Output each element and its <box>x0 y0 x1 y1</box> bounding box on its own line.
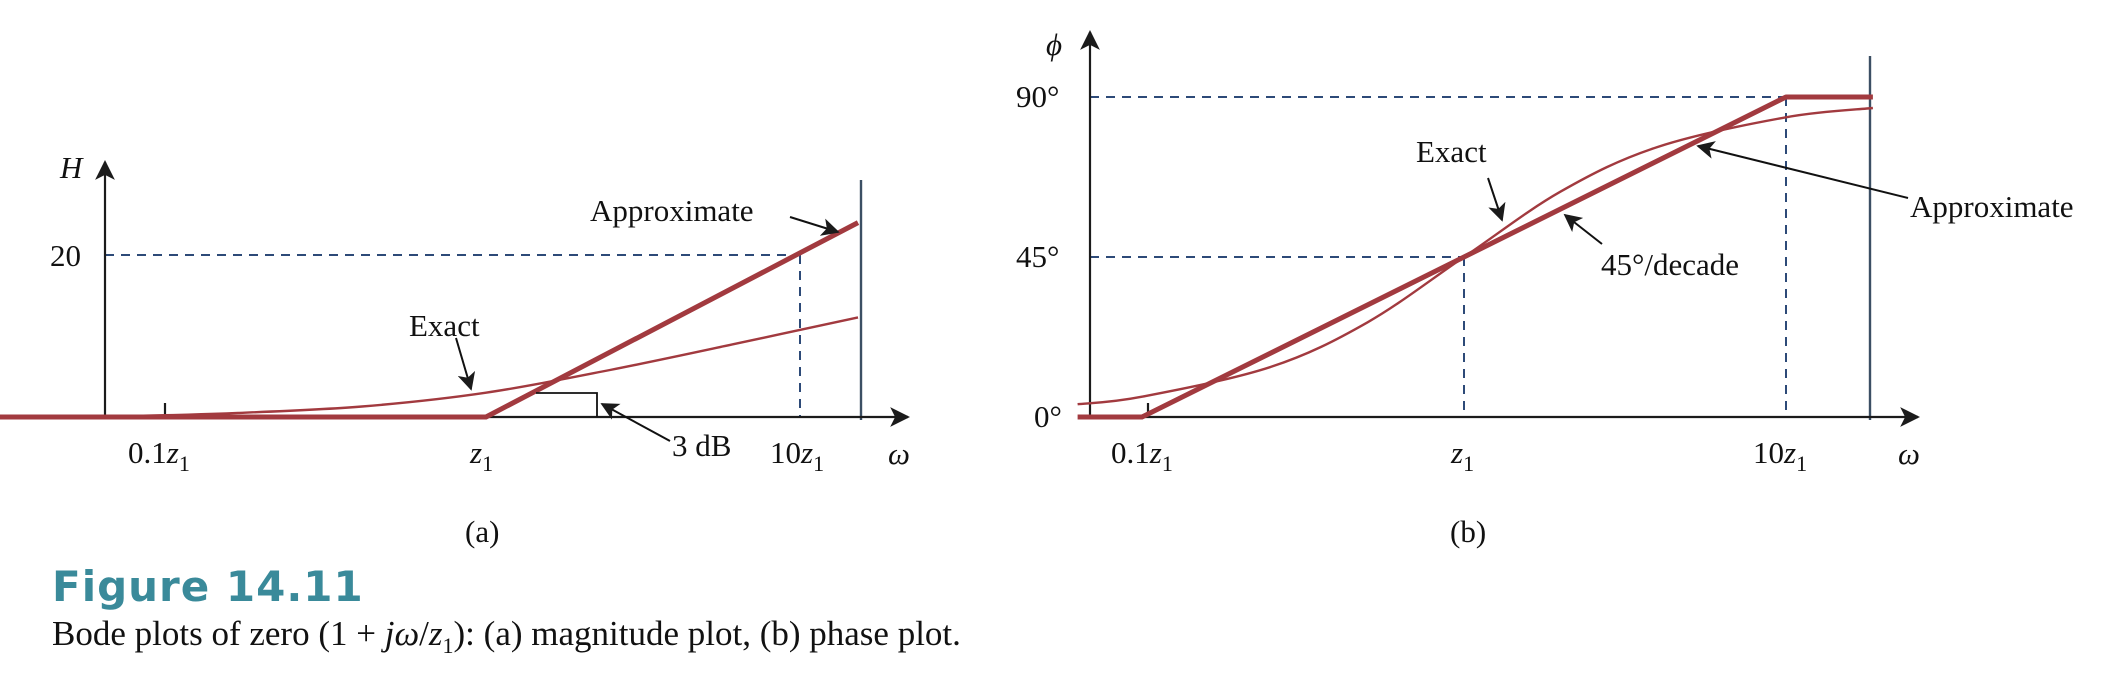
panel-label-a: (a) <box>465 514 499 549</box>
figure-caption: Bode plots of zero (1 + jω/z1): (a) magn… <box>52 614 961 658</box>
series-approximate-b <box>1077 94 1873 420</box>
y-axis-label-b: ϕ <box>1046 27 1062 62</box>
label-exact-b: Exact <box>1416 134 1487 169</box>
pointer-exact-a <box>455 337 476 391</box>
x-tick-10z1-b: 10z1 <box>1753 435 1807 476</box>
pointer-approximate-a <box>789 216 840 236</box>
y-tick-45: 45° <box>1016 239 1059 274</box>
y-axis-label-a: H <box>59 150 84 185</box>
pointer-45-per-decade <box>1563 213 1603 245</box>
label-exact-a: Exact <box>409 308 480 343</box>
pointer-3db <box>600 403 671 442</box>
x-tick-z1-a: z1 <box>469 435 493 476</box>
phase-plot: ϕ 90° 45° 0° ω 0.1z1 z1 10z1 Exact Appro… <box>1016 27 2074 549</box>
x-tick-0.1z1-a: 0.1z1 <box>128 435 190 476</box>
y-tick-0: 0° <box>1034 399 1062 434</box>
x-tick-z1-b: z1 <box>1450 435 1474 476</box>
y-tick-90: 90° <box>1016 79 1059 114</box>
x-axis-label-a: ω <box>888 436 910 471</box>
label-approximate-a: Approximate <box>590 193 754 228</box>
label-3db: 3 dB <box>672 428 731 463</box>
bode-figure: H 20 ω 0.1z1 z1 10z1 Exact Approximate 3… <box>0 27 2074 549</box>
label-approximate-b: Approximate <box>1910 189 2074 224</box>
3db-box <box>536 392 598 417</box>
figure-title: Figure 14.11 <box>52 562 364 611</box>
label-45-per-decade: 45°/decade <box>1601 247 1739 282</box>
y-tick-20: 20 <box>50 238 81 273</box>
magnitude-plot: H 20 ω 0.1z1 z1 10z1 Exact Approximate 3… <box>0 150 910 549</box>
pointer-approximate-b <box>1696 141 1909 199</box>
x-tick-10z1-a: 10z1 <box>770 435 824 476</box>
x-tick-0.1z1-b: 0.1z1 <box>1111 435 1173 476</box>
panel-label-b: (b) <box>1450 514 1486 549</box>
series-approximate-a <box>0 220 860 420</box>
x-axis-label-b: ω <box>1898 436 1920 471</box>
pointer-exact-b <box>1487 177 1506 222</box>
